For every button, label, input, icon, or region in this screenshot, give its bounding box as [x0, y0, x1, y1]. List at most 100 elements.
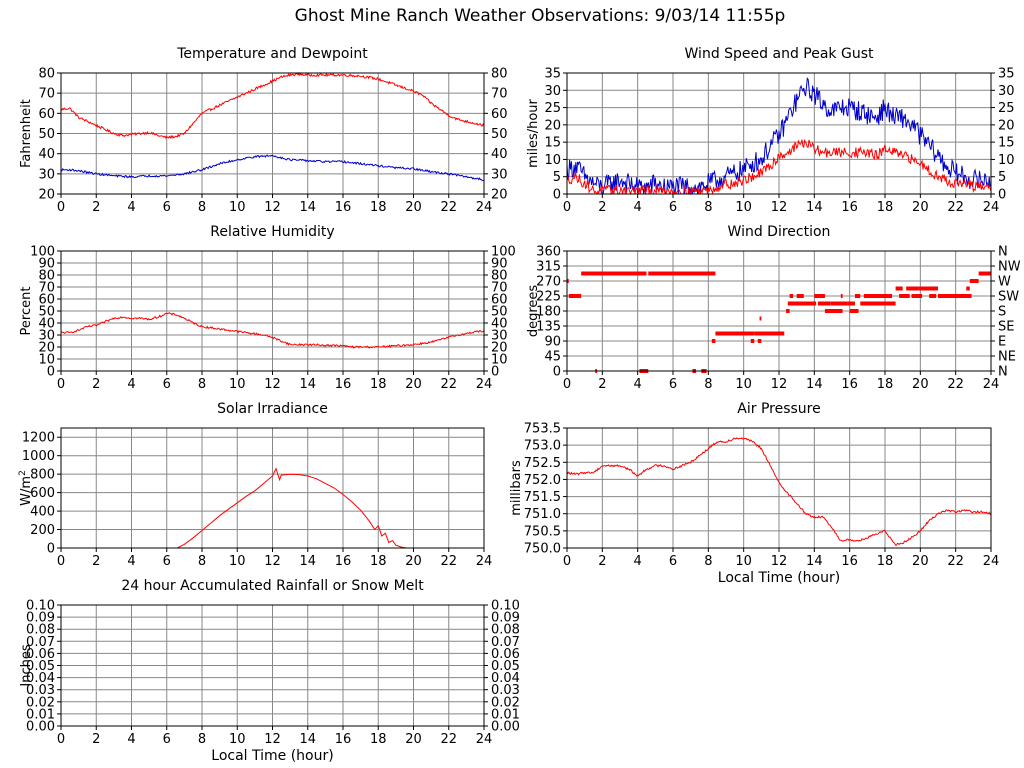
winddir-y-tick-label: 315	[536, 260, 561, 275]
humidity-x-tick-label: 12	[264, 377, 281, 392]
rain-x-tick-label: 6	[163, 732, 171, 747]
rain-y-tick-label-right: 0.02	[491, 695, 520, 710]
wind-y-tick-label-right: 20	[998, 118, 1015, 133]
winddir-y-tick-label-right: N	[998, 245, 1008, 260]
humidity-y-tick-label: 70	[38, 281, 55, 296]
temp-x-tick-label: 4	[127, 200, 135, 215]
temp-x-tick-label: 20	[405, 200, 422, 215]
solar-x-tick-label: 10	[229, 554, 246, 569]
temp-series-1-line	[60, 154, 485, 182]
winddir-x-tick-label: 18	[877, 377, 894, 392]
temp-x-tick-label: 0	[57, 200, 65, 215]
humidity-y-tick-label: 90	[38, 257, 55, 272]
solar-y-tick-label: 400	[30, 505, 55, 520]
pressure-x-tick-label: 6	[669, 554, 677, 569]
humidity-x-tick-label: 18	[370, 377, 387, 392]
solar-x-tick-label: 22	[440, 554, 457, 569]
winddir-y-tick-label: 360	[536, 245, 561, 260]
pressure-y-axis-label: millibars	[509, 460, 524, 516]
winddir-y-tick-label-right: S	[998, 305, 1006, 320]
humidity-y-tick-label-right: 90	[491, 257, 508, 272]
temp-x-tick-label: 8	[198, 200, 206, 215]
rain-y-tick-label-right: 0.04	[491, 671, 520, 686]
temp-y-tick-label: 80	[38, 67, 55, 82]
humidity-y-tick-label-right: 50	[491, 305, 508, 320]
winddir-x-tick-label: 10	[735, 377, 752, 392]
humidity-series-0-line	[61, 312, 485, 349]
humidity-x-tick-label: 22	[440, 377, 457, 392]
rain-y-tick-label: 0.01	[26, 707, 55, 722]
temp-x-tick-label: 14	[299, 200, 316, 215]
rain-y-tick-label: 0.10	[26, 599, 55, 614]
rain-y-tick-label-right: 0.08	[491, 623, 520, 638]
rain-x-tick-label: 18	[370, 732, 387, 747]
wind-y-tick-label: 20	[544, 118, 561, 133]
wind-x-tick-label: 6	[669, 200, 677, 215]
rain-y-tick-label-right: 0.10	[491, 599, 520, 614]
pressure-x-tick-label: 0	[563, 554, 571, 569]
solar-y-axis-label-sup: 2	[18, 470, 28, 476]
wind-y-tick-label-right: 25	[998, 101, 1015, 116]
humidity-x-tick-label: 4	[127, 377, 135, 392]
rain-y-tick-label-right: 0.01	[491, 707, 520, 722]
pressure-y-tick-label: 752.0	[524, 473, 561, 488]
humidity-y-tick-label: 0	[47, 365, 55, 380]
wind-y-tick-label-right: 0	[998, 188, 1006, 203]
solar-chart: 0 2 4 6 8 10 12 14 16 18 20 22 240200400600800100012…	[18, 401, 492, 569]
humidity-x-tick-label: 8	[198, 377, 206, 392]
pressure-x-tick-label: 10	[735, 554, 752, 569]
wind-x-tick-label: 12	[771, 200, 788, 215]
wind-x-tick-label: 10	[735, 200, 752, 215]
pressure-y-tick-label: 750.0	[524, 542, 561, 557]
temp-y-tick-label: 20	[38, 188, 55, 203]
winddir-y-tick-label-right: NW	[998, 260, 1021, 275]
humidity-y-tick-label-right: 70	[491, 281, 508, 296]
temp-x-tick-label: 16	[335, 200, 352, 215]
temp-title: Temperature and Dewpoint	[176, 46, 368, 62]
wind-x-tick-label: 0	[563, 200, 571, 215]
temp-x-tick-label: 12	[264, 200, 281, 215]
solar-x-tick-label: 6	[163, 554, 171, 569]
rain-x-tick-label: 16	[335, 732, 352, 747]
rain-x-tick-label: 4	[127, 732, 135, 747]
pressure-chart: 0 2 4 6 8 10 12 14 16 18 20 22 24750.0750.5751.0751.…	[509, 401, 999, 586]
winddir-y-tick-label-right: SE	[998, 320, 1014, 335]
humidity-y-axis-label: Percent	[19, 287, 34, 336]
winddir-title: Wind Direction	[728, 224, 831, 240]
pressure-y-tick-label: 752.5	[524, 456, 561, 471]
wind-x-tick-label: 14	[806, 200, 823, 215]
wind-chart: 0 2 4 6 8 10 12 14 16 18 20 22 240510152025303505101…	[526, 46, 1015, 215]
pressure-x-tick-label: 14	[806, 554, 823, 569]
rain-y-tick-label-right: 0.00	[491, 720, 520, 735]
solar-series-0-line	[61, 467, 484, 549]
solar-y-tick-label: 800	[30, 468, 55, 483]
rain-y-tick-label: 0.04	[26, 671, 55, 686]
pressure-y-tick-label: 750.5	[524, 524, 561, 539]
rain-y-tick-label-right: 0.03	[491, 683, 520, 698]
humidity-chart: 0 2 4 6 8 10 12 14 16 18 20 22 240102030405060708090…	[19, 224, 516, 392]
temp-y-axis-label: Fahrenheit	[19, 99, 34, 168]
solar-x-tick-label: 0	[57, 554, 65, 569]
winddir-y-tick-label: 180	[536, 305, 561, 320]
humidity-y-tick-label: 100	[30, 245, 55, 260]
humidity-x-tick-label: 20	[405, 377, 422, 392]
humidity-y-tick-label-right: 30	[491, 329, 508, 344]
humidity-y-tick-label: 50	[38, 305, 55, 320]
humidity-y-tick-label-right: 40	[491, 317, 508, 332]
temp-y-tick-label-right: 50	[491, 127, 508, 142]
pressure-title: Air Pressure	[737, 401, 820, 417]
winddir-x-tick-label: 6	[669, 377, 677, 392]
pressure-y-tick-label: 753.0	[524, 439, 561, 454]
humidity-x-tick-label: 24	[476, 377, 493, 392]
rain-y-tick-label-right: 0.05	[491, 659, 520, 674]
wind-y-tick-label: 25	[544, 101, 561, 116]
humidity-y-tick-label: 20	[38, 341, 55, 356]
solar-x-tick-label: 8	[198, 554, 206, 569]
solar-x-tick-label: 14	[299, 554, 316, 569]
wind-y-tick-label-right: 35	[998, 67, 1015, 82]
temp-y-tick-label-right: 40	[491, 147, 508, 162]
wind-y-tick-label: 10	[544, 153, 561, 168]
wind-y-tick-label: 0	[553, 188, 561, 203]
temp-y-tick-label: 50	[38, 127, 55, 142]
wind-x-tick-label: 4	[634, 200, 642, 215]
